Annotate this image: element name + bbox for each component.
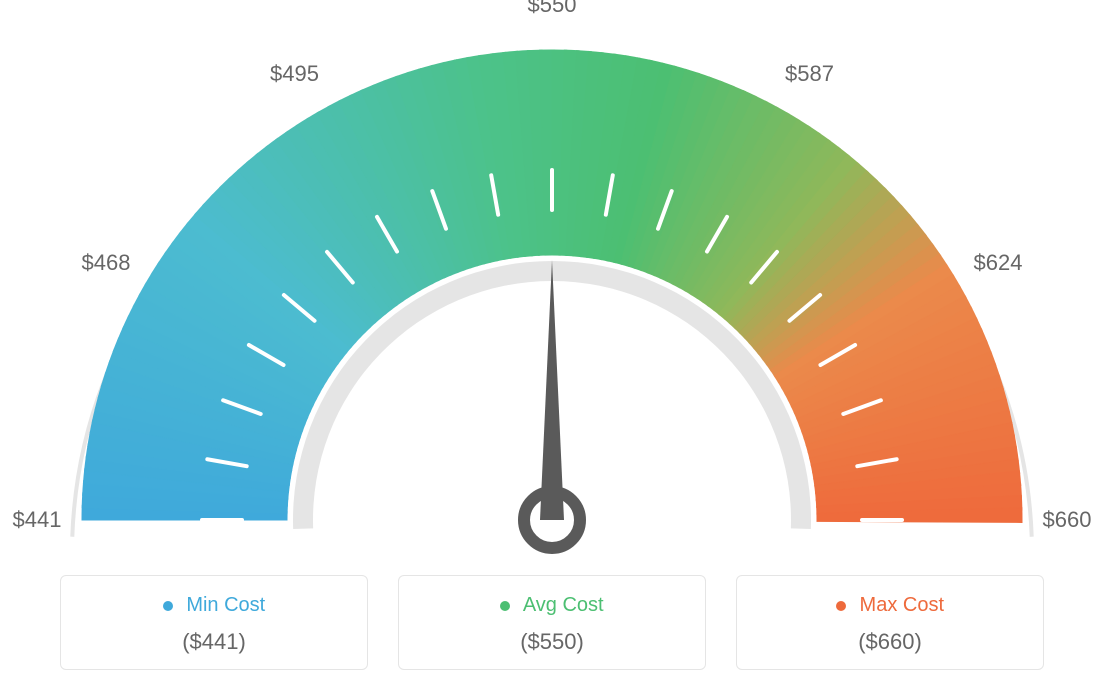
- max-dot-icon: [836, 601, 846, 611]
- min-cost-title: Min Cost: [71, 594, 357, 617]
- min-cost-label: Min Cost: [186, 594, 265, 616]
- avg-cost-value: ($550): [409, 629, 695, 655]
- gauge-chart: $441 $468 $495 $550 $587 $624 $660: [0, 0, 1104, 560]
- avg-cost-label: Avg Cost: [523, 594, 604, 616]
- gauge-tick-label: $495: [270, 61, 319, 87]
- avg-dot-icon: [500, 601, 510, 611]
- gauge-tick-label: $587: [785, 61, 834, 87]
- max-cost-title: Max Cost: [747, 594, 1033, 617]
- min-cost-card: Min Cost ($441): [60, 575, 368, 670]
- gauge-tick-label: $441: [13, 507, 62, 533]
- gauge-tick-label: $624: [974, 250, 1023, 276]
- summary-cards: Min Cost ($441) Avg Cost ($550) Max Cost…: [60, 575, 1044, 670]
- avg-cost-card: Avg Cost ($550): [398, 575, 706, 670]
- gauge-svg: [0, 0, 1104, 560]
- min-cost-value: ($441): [71, 629, 357, 655]
- gauge-tick-label: $660: [1043, 507, 1092, 533]
- max-cost-card: Max Cost ($660): [736, 575, 1044, 670]
- gauge-tick-label: $468: [82, 250, 131, 276]
- gauge-tick-label: $550: [528, 0, 577, 18]
- max-cost-label: Max Cost: [860, 594, 944, 616]
- min-dot-icon: [163, 601, 173, 611]
- cost-gauge-page: $441 $468 $495 $550 $587 $624 $660 Min Cost ($…: [0, 0, 1104, 690]
- max-cost-value: ($660): [747, 629, 1033, 655]
- avg-cost-title: Avg Cost: [409, 594, 695, 617]
